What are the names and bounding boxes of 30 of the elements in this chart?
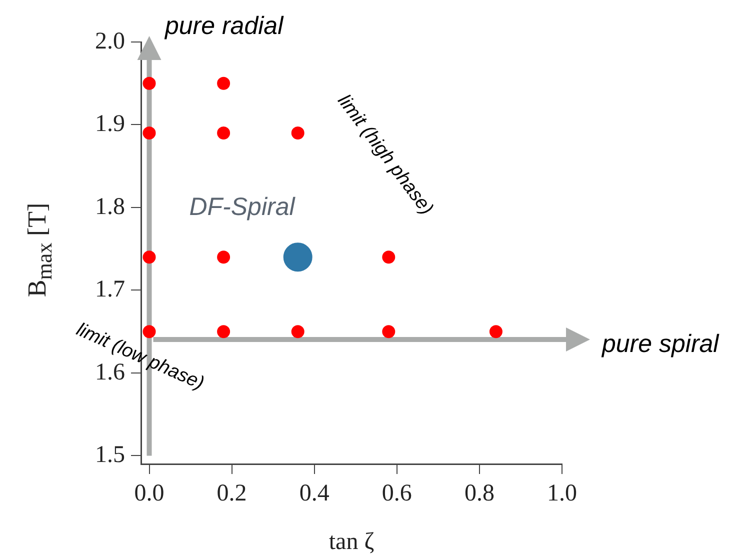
- x-tick-label: 0.6: [382, 480, 412, 507]
- x-tick-label: 0.0: [134, 480, 164, 507]
- x-tick-label: 1.0: [547, 480, 577, 507]
- point: [489, 325, 502, 338]
- x-axis-title: tan ζ: [328, 528, 374, 555]
- point: [217, 126, 230, 140]
- annotation: DF-Spiral: [189, 192, 296, 221]
- x-tick-label: 0.8: [464, 480, 494, 507]
- x-tick-label: 0.2: [216, 480, 247, 507]
- point: [217, 76, 230, 90]
- text: pure radial: [164, 12, 285, 40]
- y-tick-label: 1.8: [95, 194, 125, 220]
- point: [283, 242, 312, 272]
- point: [291, 126, 304, 140]
- point: [382, 250, 396, 264]
- point: [217, 325, 230, 338]
- y-tick-label: 2.0: [95, 28, 125, 54]
- point: [142, 325, 156, 338]
- point: [217, 250, 230, 264]
- point: [142, 76, 156, 90]
- point: [142, 250, 156, 264]
- x-tick-label: 0.4: [299, 480, 330, 507]
- point: [142, 126, 156, 140]
- y-tick-label: 1.9: [95, 111, 125, 138]
- y-tick-label: 1.5: [95, 442, 125, 468]
- point: [291, 325, 304, 338]
- y-tick-label: 1.6: [95, 359, 125, 386]
- point: [382, 325, 396, 338]
- y-tick-label: 1.7: [95, 276, 125, 303]
- text: pure spiral: [601, 330, 720, 358]
